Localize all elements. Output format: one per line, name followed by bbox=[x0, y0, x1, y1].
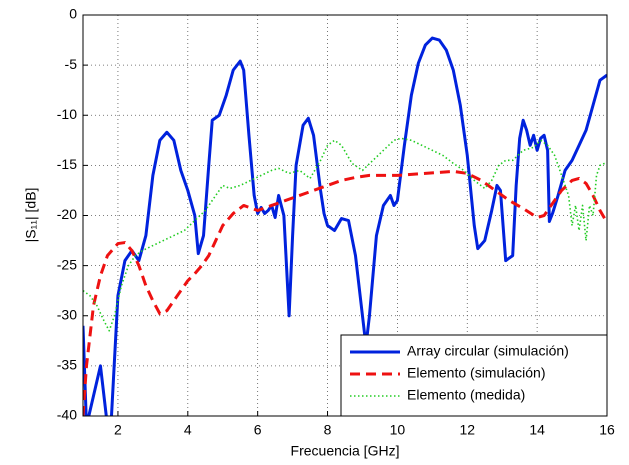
x-tick-label: 10 bbox=[390, 422, 406, 438]
y-tick-label: -40 bbox=[57, 407, 77, 423]
y-tick-label: -35 bbox=[57, 357, 77, 373]
y-tick-label: -30 bbox=[57, 306, 77, 322]
series-line bbox=[83, 169, 607, 416]
y-tick-label: -20 bbox=[57, 206, 77, 222]
x-axis-label: Frecuencia [GHz] bbox=[291, 443, 400, 459]
x-tick-label: 16 bbox=[599, 422, 615, 438]
x-tick-label: 12 bbox=[459, 422, 475, 438]
x-tick-label: 2 bbox=[114, 422, 122, 438]
legend: Array circular (simulación) Elemento (sim… bbox=[340, 334, 608, 417]
legend-label: Array circular (simulación) bbox=[407, 343, 569, 359]
x-tick-label: 8 bbox=[324, 422, 332, 438]
y-axis-label: |S₁₁| [dB] bbox=[23, 188, 39, 243]
plot-lines bbox=[83, 36, 607, 416]
legend-label: Elemento (medida) bbox=[407, 387, 525, 403]
x-tick-label: 6 bbox=[254, 422, 262, 438]
x-tick-label: 14 bbox=[529, 422, 545, 438]
legend-label: Elemento (simulación) bbox=[407, 365, 546, 381]
x-tick-label: 4 bbox=[184, 422, 192, 438]
y-tick-label: -10 bbox=[57, 106, 77, 122]
y-tick-label: -5 bbox=[65, 56, 78, 72]
y-tick-label: -15 bbox=[57, 156, 77, 172]
y-tick-label: 0 bbox=[69, 6, 77, 22]
series-line bbox=[83, 36, 607, 416]
tick-labels: 2 4 6 8 10 12 14 16 -40 -35 -30 -25 -20 -15 -10 -5 0 bbox=[57, 6, 615, 438]
y-tick-label: -25 bbox=[57, 256, 77, 272]
